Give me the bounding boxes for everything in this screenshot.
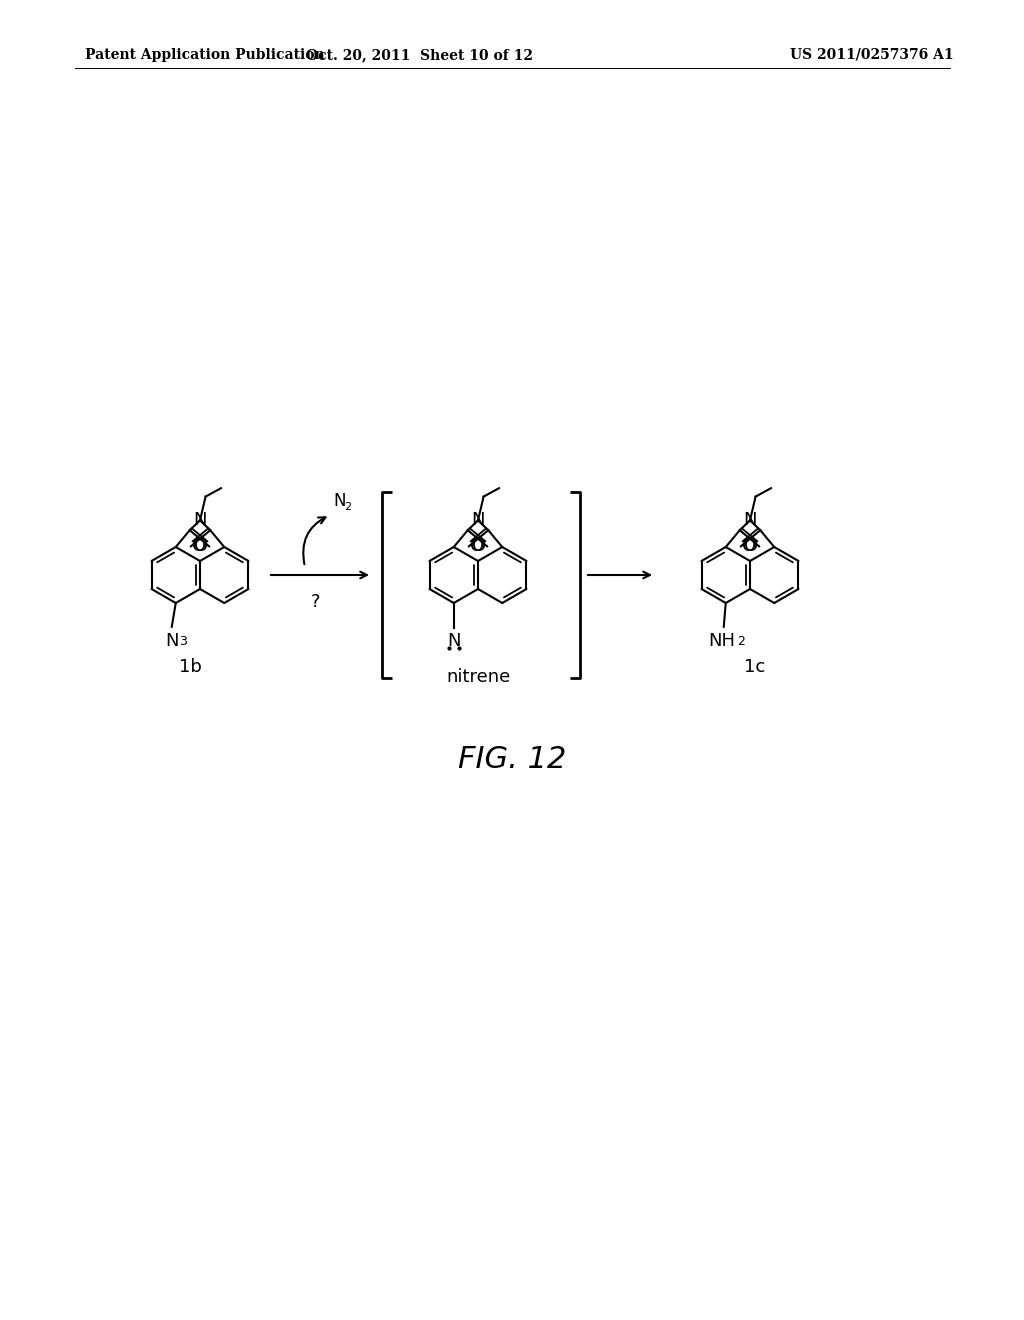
Text: N: N xyxy=(447,632,461,651)
Text: NH: NH xyxy=(709,632,735,649)
Text: O: O xyxy=(193,537,206,556)
Text: Patent Application Publication: Patent Application Publication xyxy=(85,48,325,62)
Text: US 2011/0257376 A1: US 2011/0257376 A1 xyxy=(790,48,953,62)
Text: O: O xyxy=(472,537,486,556)
FancyArrowPatch shape xyxy=(303,517,326,564)
Text: O: O xyxy=(470,537,484,556)
Text: N: N xyxy=(194,511,207,529)
Text: 1b: 1b xyxy=(178,657,202,676)
Text: N: N xyxy=(333,492,345,510)
Text: O: O xyxy=(743,537,758,556)
Text: ?: ? xyxy=(310,593,319,611)
Text: O: O xyxy=(742,537,756,556)
Text: FIG. 12: FIG. 12 xyxy=(458,744,566,774)
Text: N: N xyxy=(471,511,484,529)
Text: Oct. 20, 2011  Sheet 10 of 12: Oct. 20, 2011 Sheet 10 of 12 xyxy=(306,48,534,62)
Text: nitrene: nitrene xyxy=(445,668,510,686)
Text: N: N xyxy=(743,511,757,529)
Text: 1c: 1c xyxy=(744,657,766,676)
Text: N: N xyxy=(165,632,178,649)
Text: 2: 2 xyxy=(737,635,744,648)
Text: 3: 3 xyxy=(179,635,186,648)
Text: 2: 2 xyxy=(344,502,351,512)
Text: O: O xyxy=(194,537,208,556)
